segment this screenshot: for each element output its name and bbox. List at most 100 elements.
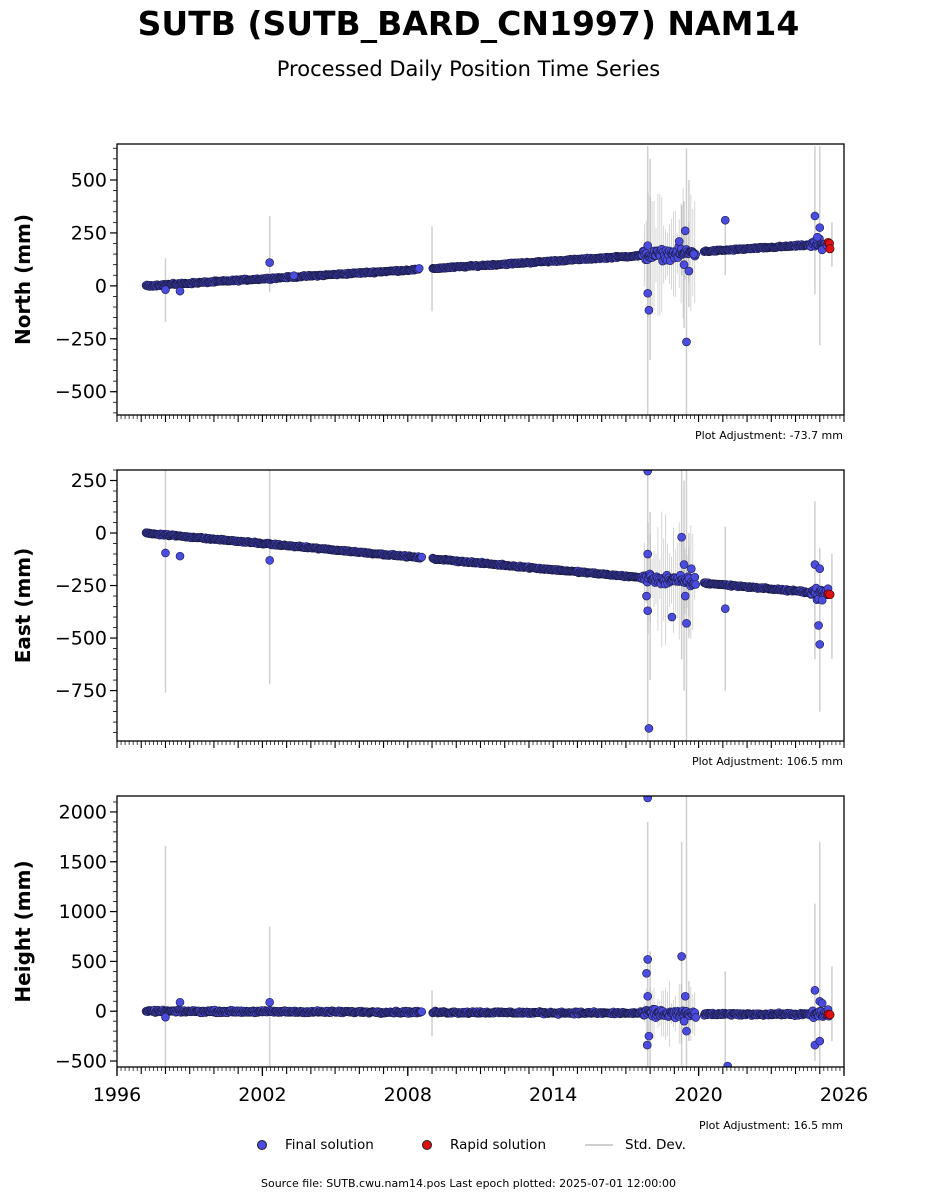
chart-subtitle: Processed Daily Position Time Series <box>276 57 661 81</box>
east-final-point <box>643 549 653 559</box>
height-rapid-point <box>825 1010 835 1020</box>
north-final-point <box>680 226 690 236</box>
east-final-point <box>690 572 700 582</box>
height-final-point <box>643 991 653 1001</box>
east-y-tick-label: 250 <box>71 470 107 492</box>
height-final-point <box>682 1026 691 1036</box>
north-final-point <box>643 241 653 250</box>
north-final-point <box>679 260 689 269</box>
height-final-point <box>817 998 827 1008</box>
height-axes-frame <box>116 795 845 1068</box>
legend-rapid: Rapid solution <box>422 1137 546 1153</box>
north-y-tick-label: 0 <box>95 275 107 297</box>
north-final-point <box>643 288 653 298</box>
east-final-point <box>720 604 730 613</box>
height-final-point <box>644 1031 654 1041</box>
legend-std-label: Std. Dev. <box>625 1137 686 1153</box>
height-y-tick-label: 0 <box>95 1001 107 1023</box>
north-final-point <box>815 223 825 232</box>
source-footer: Source file: SUTB.cwu.nam14.pos Last epo… <box>261 1177 676 1190</box>
east-final-point <box>680 591 690 601</box>
chart-title: SUTB (SUTB_BARD_CN1997) NAM14 <box>137 4 800 43</box>
north-final-point <box>265 258 274 267</box>
north-final-point <box>689 249 699 259</box>
east-y-tick-label: 0 <box>95 523 107 545</box>
east-final-point <box>817 595 827 605</box>
height-y-tick-label: 500 <box>71 951 107 973</box>
height-final-point <box>643 955 653 964</box>
east-rapid-point <box>825 590 835 600</box>
north-final-point <box>674 237 684 246</box>
north-rapid-point <box>825 244 835 254</box>
height-final-point <box>175 997 185 1007</box>
east-y-tick-label: −500 <box>55 628 107 650</box>
height-x-tick-label: 2002 <box>238 1084 286 1106</box>
east-final-point <box>175 551 185 561</box>
height-final-point <box>417 1007 427 1017</box>
east-final-point <box>687 564 696 574</box>
legend-final: Final solution <box>257 1137 374 1153</box>
height-final-point <box>265 997 274 1007</box>
north-plot-adjustment: Plot Adjustment: -73.7 mm <box>695 429 843 442</box>
north-y-tick-label: −500 <box>55 381 107 403</box>
height-x-tick-label: 2026 <box>820 1084 868 1106</box>
std-line-icon <box>585 1144 613 1146</box>
east-final-point <box>691 580 700 589</box>
height-y-axis-label: Height (mm) <box>11 860 35 1002</box>
east-final-point <box>417 552 427 562</box>
north-final-point <box>810 211 820 221</box>
east-axes-frame <box>116 469 845 742</box>
east-y-tick-label: −750 <box>55 680 107 702</box>
height-final-point <box>680 991 690 1001</box>
height-x-tick-label: 2014 <box>529 1084 577 1106</box>
height-final-point <box>642 969 651 978</box>
north-y-tick-label: 500 <box>71 169 107 191</box>
east-final-point <box>814 621 823 630</box>
north-plot-area <box>141 146 835 415</box>
height-final-point <box>642 1040 652 1050</box>
height-y-tick-label: 1000 <box>59 901 107 923</box>
east-plot-adjustment: Plot Adjustment: 106.5 mm <box>691 755 843 768</box>
height-final-point <box>643 796 653 803</box>
legend-final-label: Final solution <box>285 1137 374 1153</box>
north-final-point <box>161 285 170 294</box>
east-final-point <box>643 606 653 616</box>
rapid-marker-icon <box>422 1140 432 1150</box>
east-final-point <box>642 591 651 601</box>
east-final-point <box>677 532 686 542</box>
height-x-tick-label: 2008 <box>384 1084 432 1106</box>
north-final-point <box>720 215 730 225</box>
east-final-point <box>682 619 691 628</box>
north-final-point <box>414 264 424 273</box>
east-final-point <box>815 564 825 574</box>
height-final-point <box>810 985 820 995</box>
east-plot-area <box>141 470 835 741</box>
east-y-axis-label: East (mm) <box>11 548 35 664</box>
height-final-point <box>815 1036 825 1046</box>
north-y-axis-label: North (mm) <box>11 214 35 345</box>
north-y-tick-label: −250 <box>55 328 107 350</box>
height-final-point <box>723 1061 732 1067</box>
east-final-point <box>643 470 653 476</box>
height-x-tick-label: 2020 <box>674 1084 722 1106</box>
north-final-point <box>684 266 694 276</box>
height-y-tick-label: 2000 <box>59 801 107 823</box>
east-final-point <box>161 548 170 558</box>
height-final-point <box>161 1012 170 1022</box>
east-final-point <box>667 612 677 622</box>
height-final-point <box>691 1013 700 1022</box>
height-x-tick-label: 1996 <box>93 1084 141 1106</box>
north-final-point <box>175 286 185 296</box>
north-final-point <box>682 337 691 347</box>
east-final-point <box>815 640 825 649</box>
final-marker-icon <box>257 1140 267 1150</box>
east-final-point <box>644 724 654 733</box>
height-y-tick-label: 1500 <box>59 851 107 873</box>
legend: Final solution Rapid solution Std. Dev. <box>0 1137 937 1159</box>
height-final-point <box>677 952 686 961</box>
north-y-tick-label: 250 <box>71 222 107 244</box>
height-y-tick-label: −500 <box>55 1051 107 1073</box>
legend-rapid-label: Rapid solution <box>450 1137 546 1153</box>
east-y-tick-label: −250 <box>55 575 107 597</box>
east-final-point <box>265 556 274 565</box>
